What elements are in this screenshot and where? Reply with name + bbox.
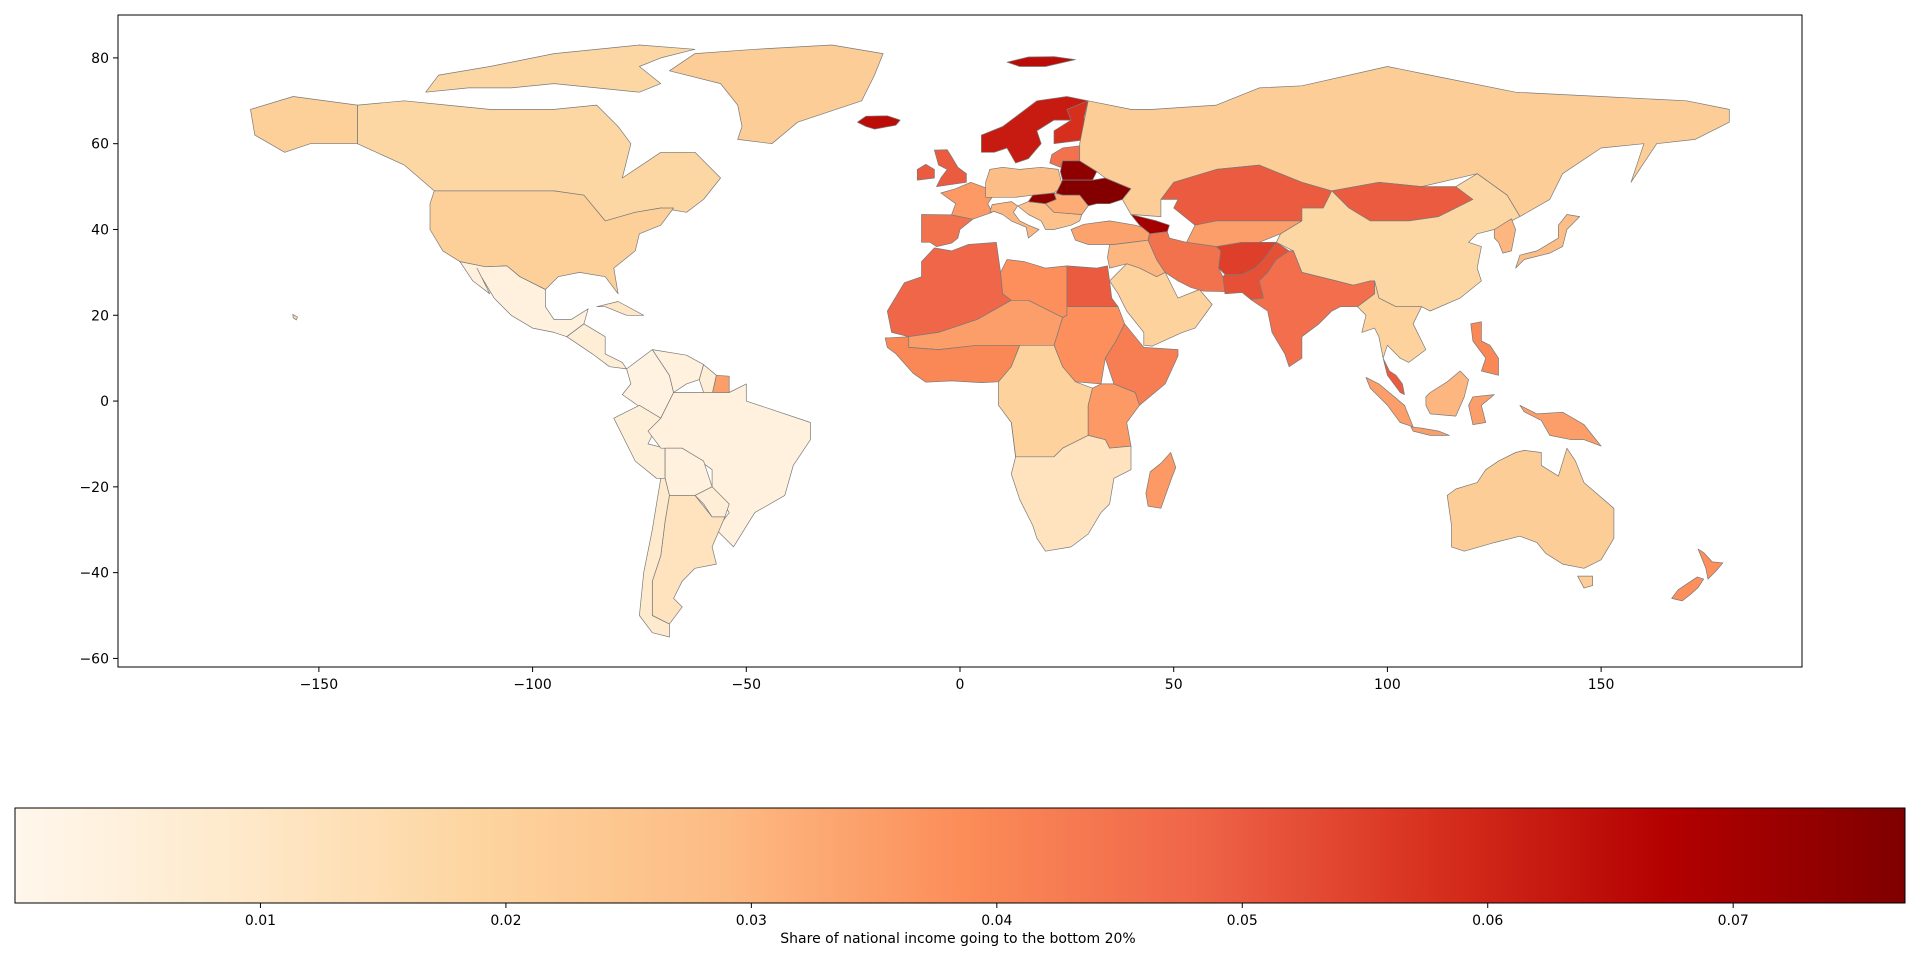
region-philippines bbox=[1470, 321, 1499, 376]
region-venezuela bbox=[651, 349, 704, 393]
region-chile bbox=[639, 477, 670, 638]
region-iceland bbox=[857, 115, 901, 130]
region-horn-of-africa bbox=[1104, 323, 1179, 406]
y-tick-label: −20 bbox=[79, 480, 109, 496]
y-tick-label: 0 bbox=[100, 394, 109, 410]
x-tick-label: 50 bbox=[1165, 677, 1183, 693]
region-iberia bbox=[921, 214, 974, 247]
colorbar-tick-label: 0.06 bbox=[1472, 913, 1503, 929]
y-tick-label: 80 bbox=[91, 51, 109, 67]
colorbar-label: Share of national income going to the bo… bbox=[780, 931, 1135, 947]
y-tick-label: 20 bbox=[91, 308, 109, 324]
y-tick-label: 60 bbox=[91, 137, 109, 153]
colorbar: 0.01 0.02 0.03 0.04 0.05 0.06 0.07 bbox=[14, 807, 1906, 929]
x-tick-label: −50 bbox=[732, 677, 762, 693]
region-korea bbox=[1493, 218, 1516, 254]
region-italy bbox=[989, 201, 1040, 239]
region-central-europe bbox=[985, 166, 1063, 198]
region-japan bbox=[1515, 214, 1581, 269]
countries-layer bbox=[250, 44, 1730, 638]
region-brazil bbox=[647, 383, 811, 548]
region-southern-africa bbox=[1010, 422, 1132, 552]
region-new-zealand-north bbox=[1697, 548, 1724, 580]
region-java bbox=[1410, 426, 1450, 436]
region-russia bbox=[1079, 66, 1730, 217]
y-tick-label: 40 bbox=[91, 222, 109, 238]
region-united-states bbox=[429, 190, 674, 295]
colorbar-gradient bbox=[14, 807, 1906, 904]
x-axis: −150 −100 −50 0 50 100 150 bbox=[300, 667, 1615, 693]
region-sudan bbox=[1053, 306, 1125, 385]
region-hawaii bbox=[292, 314, 298, 321]
region-ireland bbox=[916, 163, 935, 181]
region-iran bbox=[1147, 231, 1230, 293]
colorbar-tick-label: 0.02 bbox=[490, 913, 521, 929]
x-tick-label: 0 bbox=[956, 677, 965, 693]
region-turkey bbox=[1070, 220, 1151, 245]
region-sumatra bbox=[1365, 377, 1414, 428]
region-sulawesi bbox=[1468, 394, 1495, 425]
region-central-america bbox=[566, 323, 627, 370]
region-svalbard bbox=[1006, 56, 1076, 67]
colorbar-tick-label: 0.07 bbox=[1718, 913, 1749, 929]
colorbar-tick-label: 0.05 bbox=[1227, 913, 1258, 929]
region-australia bbox=[1446, 447, 1615, 569]
x-tick-label: 150 bbox=[1588, 677, 1615, 693]
region-canadian-arctic-islands bbox=[425, 44, 696, 93]
region-madagascar bbox=[1145, 452, 1177, 509]
region-arabian-peninsula bbox=[1109, 263, 1213, 347]
y-tick-label: −40 bbox=[79, 566, 109, 582]
region-egypt bbox=[1066, 265, 1119, 308]
region-new-zealand-south bbox=[1671, 576, 1705, 602]
x-tick-label: −150 bbox=[300, 677, 338, 693]
region-romania-moldova bbox=[1045, 192, 1089, 215]
region-france bbox=[940, 181, 995, 220]
region-malay-peninsula bbox=[1382, 357, 1405, 395]
x-tick-label: 100 bbox=[1374, 677, 1401, 693]
region-cuba bbox=[596, 301, 645, 316]
region-alaska bbox=[250, 96, 358, 153]
y-tick-label: −60 bbox=[79, 651, 109, 667]
region-southeast-asia bbox=[1357, 280, 1427, 363]
y-axis: 80 60 40 20 0 −20 −40 −60 bbox=[79, 51, 118, 667]
region-borneo bbox=[1425, 370, 1469, 417]
region-greenland bbox=[669, 44, 884, 145]
region-british-isles bbox=[934, 149, 967, 187]
region-new-guinea bbox=[1519, 404, 1602, 447]
region-tasmania bbox=[1577, 575, 1593, 589]
colorbar-tick-label: 0.04 bbox=[981, 913, 1012, 929]
colorbar-tick-label: 0.01 bbox=[245, 913, 276, 929]
x-tick-label: −100 bbox=[513, 677, 551, 693]
colorbar-tick-label: 0.03 bbox=[736, 913, 767, 929]
